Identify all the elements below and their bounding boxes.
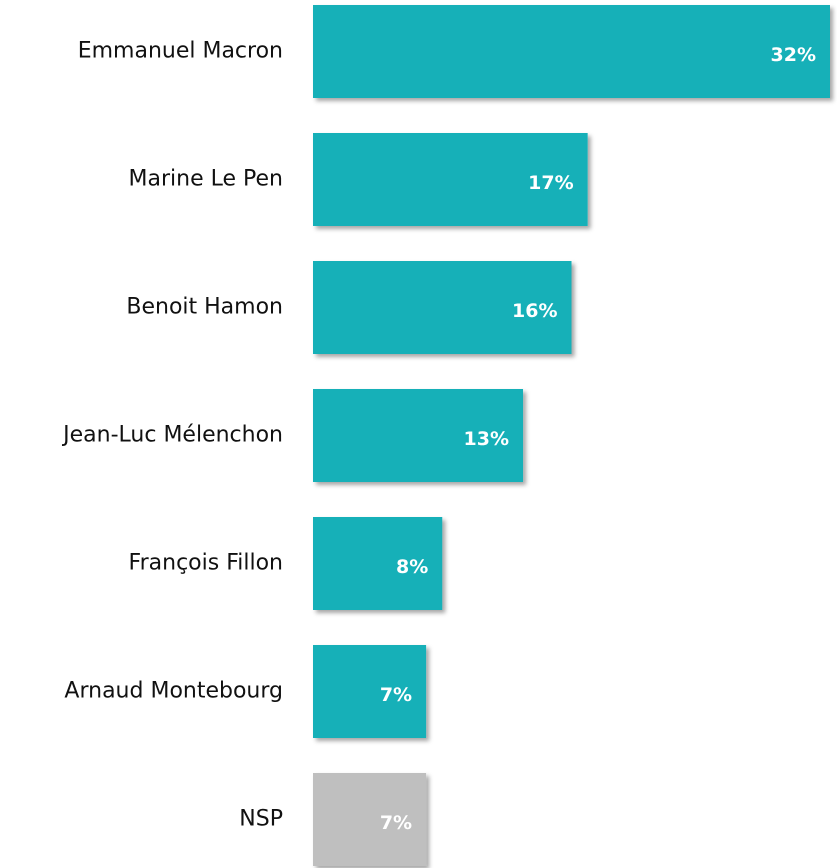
bar [313, 645, 427, 738]
value-label: 8% [396, 556, 428, 578]
category-label: Emmanuel Macron [78, 39, 283, 64]
category-label: Arnaud Montebourg [64, 679, 283, 704]
value-label: 32% [771, 44, 816, 66]
value-label: 7% [380, 812, 412, 834]
category-label: NSP [239, 807, 283, 832]
bar [313, 5, 830, 98]
value-label: 7% [380, 684, 412, 706]
value-label: 17% [528, 172, 573, 194]
value-label: 13% [464, 428, 509, 450]
category-label: Benoit Hamon [126, 295, 283, 320]
category-label: François Fillon [129, 551, 283, 576]
bar [313, 517, 443, 610]
value-label: 16% [512, 300, 557, 322]
bar [313, 389, 524, 482]
bar [313, 261, 572, 354]
bar [313, 133, 588, 226]
category-label: Jean-Luc Mélenchon [61, 423, 283, 448]
category-label: Marine Le Pen [129, 167, 283, 192]
bar [313, 773, 427, 866]
